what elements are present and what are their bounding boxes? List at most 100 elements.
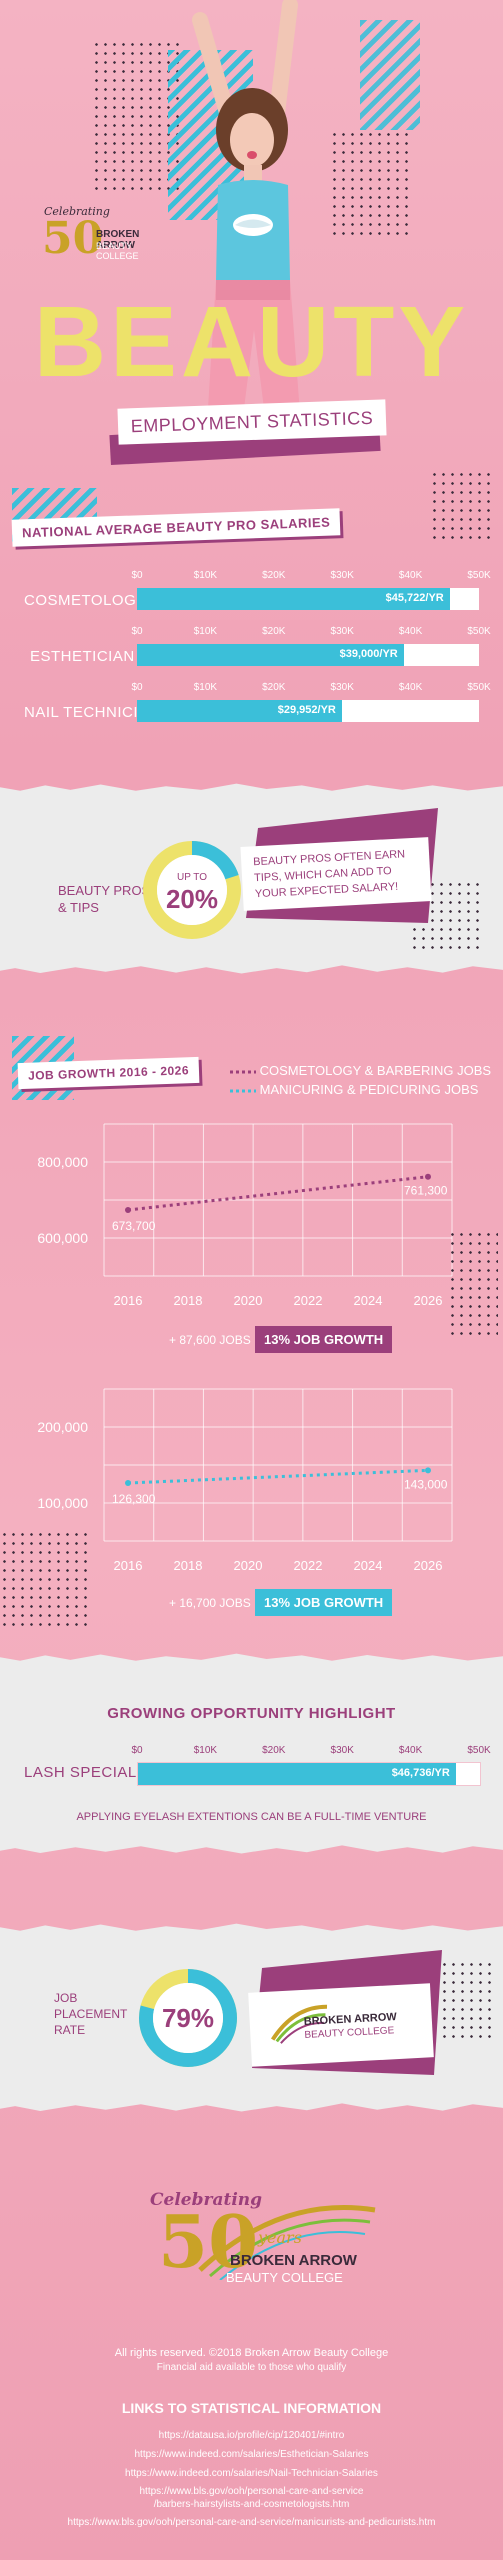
opportunity-tick-label: $20K xyxy=(262,1745,286,1756)
salary-bar-track: $29,952/YR xyxy=(137,700,479,722)
logo-name-line1: BROKEN ARROW xyxy=(96,229,140,251)
salary-tick-label: $30K xyxy=(330,626,354,637)
salary-axis-ticks: $0 $10K $20K $30K $40K $50K xyxy=(131,682,490,696)
tips-label-line1: BEAUTY PROS xyxy=(58,883,151,898)
data-label: 143,000 xyxy=(404,1477,448,1491)
tips-donut-center xyxy=(157,855,227,925)
tips-up-to: UP TO xyxy=(176,872,207,883)
swoosh-icon xyxy=(270,2004,328,2044)
series-point xyxy=(125,1206,131,1213)
salary-axis-ticks: $0 $10K $20K $30K $40K $50K xyxy=(131,626,490,640)
legend-cosmetology-swatch xyxy=(230,1070,256,1074)
chart2-growth-badge: 13% JOB GROWTH xyxy=(255,1589,393,1616)
hero-title: BEAUTY xyxy=(33,286,470,398)
footer-links-heading: LINKS TO STATISTICAL INFORMATION xyxy=(121,2400,382,2416)
paper-edge xyxy=(0,1923,503,1938)
salary-bar-track: $45,722/YR xyxy=(137,588,479,610)
swoosh-icon xyxy=(198,2205,376,2280)
lash-specialist-label: LASH SPECIALIST xyxy=(24,1764,162,1781)
footer-link[interactable]: https://www.indeed.com/salaries/Nail-Tec… xyxy=(125,2468,378,2479)
paper-edge xyxy=(0,783,503,798)
salary-row-label: COSMETOLOGIST xyxy=(24,592,162,609)
paper-edge xyxy=(0,2098,503,2112)
footer-years: years xyxy=(258,2228,302,2247)
footer-link[interactable]: https://datausa.io/profile/cip/120401/#i… xyxy=(158,2430,345,2441)
opportunity-tick-label: $50K xyxy=(467,1745,491,1756)
salary-bar-value: $39,000/YR xyxy=(339,648,398,660)
dot-pattern xyxy=(0,1530,90,1630)
x-tick-label: 2022 xyxy=(294,1293,323,1308)
footer-link[interactable]: https://www.bls.gov/ooh/personal-care-an… xyxy=(67,2517,436,2528)
tips-note: BEAUTY PROS OFTEN EARN TIPS, WHICH CAN A… xyxy=(240,837,432,911)
series-line xyxy=(127,1175,429,1212)
legend-cosmetology: COSMETOLOGY & BARBERING JOBS xyxy=(230,1063,491,1078)
paper-edge xyxy=(0,960,503,974)
salary-axis-ticks: $0 $10K $20K $30K $40K $50K xyxy=(131,570,490,584)
tips-donut-arc xyxy=(143,841,241,939)
salary-bar-value: $45,722/YR xyxy=(385,592,444,604)
placement-label-line1: JOB xyxy=(54,1991,78,2005)
series-point xyxy=(425,1173,431,1180)
series-point xyxy=(125,1480,131,1487)
opportunity-tick-label: $0 xyxy=(131,1745,143,1756)
y-tick-label: 200,000 xyxy=(37,1419,88,1435)
opportunity-tick-label: $10K xyxy=(193,1745,218,1756)
lash-specialist-value: $46,736/YR xyxy=(391,1767,450,1779)
opportunity-panel xyxy=(0,1668,503,1840)
logo-number: 50 xyxy=(42,213,104,264)
tips-donut xyxy=(143,841,241,939)
chart2-jobs-text: + 16,700 JOBS xyxy=(169,1596,251,1610)
footer-link[interactable]: https://www.indeed.com/salaries/Esthetic… xyxy=(134,2449,369,2460)
tips-percent: 20% xyxy=(165,884,219,914)
legend-manicuring: MANICURING & PEDICURING JOBS xyxy=(230,1082,478,1097)
chart1-growth-badge: 13% JOB GROWTH xyxy=(255,1326,393,1353)
opportunity-note: APPLYING EYELASH EXTENTIONS CAN BE A FUL… xyxy=(76,1811,427,1823)
placement-donut-center xyxy=(153,1983,223,2053)
placement-percent: 79% xyxy=(161,2003,215,2033)
x-tick-label: 2016 xyxy=(114,1558,143,1573)
legend-manicuring-label: MANICURING & PEDICURING JOBS xyxy=(259,1082,479,1097)
x-tick-label: 2024 xyxy=(354,1558,383,1573)
salary-bar: $39,000/YR xyxy=(137,644,404,666)
growth-section-label: JOB GROWTH 2016 - 2026 xyxy=(17,1056,200,1090)
logo-name-line2: BEAUTY COLLEGE xyxy=(96,241,139,261)
footer-number: 50 xyxy=(158,2199,259,2284)
x-tick-label: 2018 xyxy=(174,1558,203,1573)
salary-tick-label: $10K xyxy=(193,570,218,581)
salary-tick-label: $40K xyxy=(398,626,423,637)
footer-celebrating: Celebrating xyxy=(150,2190,263,2210)
salary-tick-label: $0 xyxy=(131,682,143,693)
x-tick-label: 2026 xyxy=(414,1558,443,1573)
placement-label-line2: PLACEMENT xyxy=(54,2007,128,2021)
salary-tick-label: $20K xyxy=(262,626,286,637)
data-label: 761,300 xyxy=(404,1184,448,1198)
footer-name1: BROKEN ARROW xyxy=(230,2252,357,2269)
salary-tick-label: $0 xyxy=(131,570,143,581)
footer-link[interactable]: https://www.bls.gov/ooh/personal-care-an… xyxy=(139,2486,364,2497)
salary-bar: $29,952/YR xyxy=(137,700,342,722)
data-label: 673,700 xyxy=(112,1219,156,1233)
x-tick-label: 2020 xyxy=(234,1293,263,1308)
salary-tick-label: $40K xyxy=(398,570,423,581)
salary-tick-label: $20K xyxy=(262,570,286,581)
salary-bar-track: $39,000/YR xyxy=(137,644,479,666)
tips-label: BEAUTY PROS & TIPS xyxy=(58,882,150,916)
x-tick-label: 2018 xyxy=(174,1293,203,1308)
x-tick-label: 2026 xyxy=(414,1293,443,1308)
chart1-jobs-text: + 87,600 JOBS xyxy=(169,1333,251,1347)
placement-logo-card: BROKEN ARROW BEAUTY COLLEGE xyxy=(248,1983,434,2067)
salary-tick-label: $50K xyxy=(467,626,491,637)
footer-rights: All rights reserved. ©2018 Broken Arrow … xyxy=(114,2347,389,2359)
placement-label-line3: RATE xyxy=(54,2023,86,2037)
dot-pattern xyxy=(430,470,490,545)
salary-row-label: NAIL TECHNICIAN xyxy=(24,704,160,721)
x-tick-label: 2020 xyxy=(234,1558,263,1573)
tips-note-text: BEAUTY PROS OFTEN EARN TIPS, WHICH CAN A… xyxy=(253,846,407,902)
opportunity-tick-label: $30K xyxy=(330,1745,354,1756)
salary-tick-label: $40K xyxy=(398,682,423,693)
stripe-pattern xyxy=(360,20,420,130)
footer-link[interactable]: /barbers-hairstylists-and-cosmetologists… xyxy=(153,2499,350,2510)
salary-row-label: ESTHETICIAN xyxy=(30,648,135,665)
x-tick-label: 2024 xyxy=(354,1293,383,1308)
y-tick-label: 600,000 xyxy=(37,1230,88,1246)
